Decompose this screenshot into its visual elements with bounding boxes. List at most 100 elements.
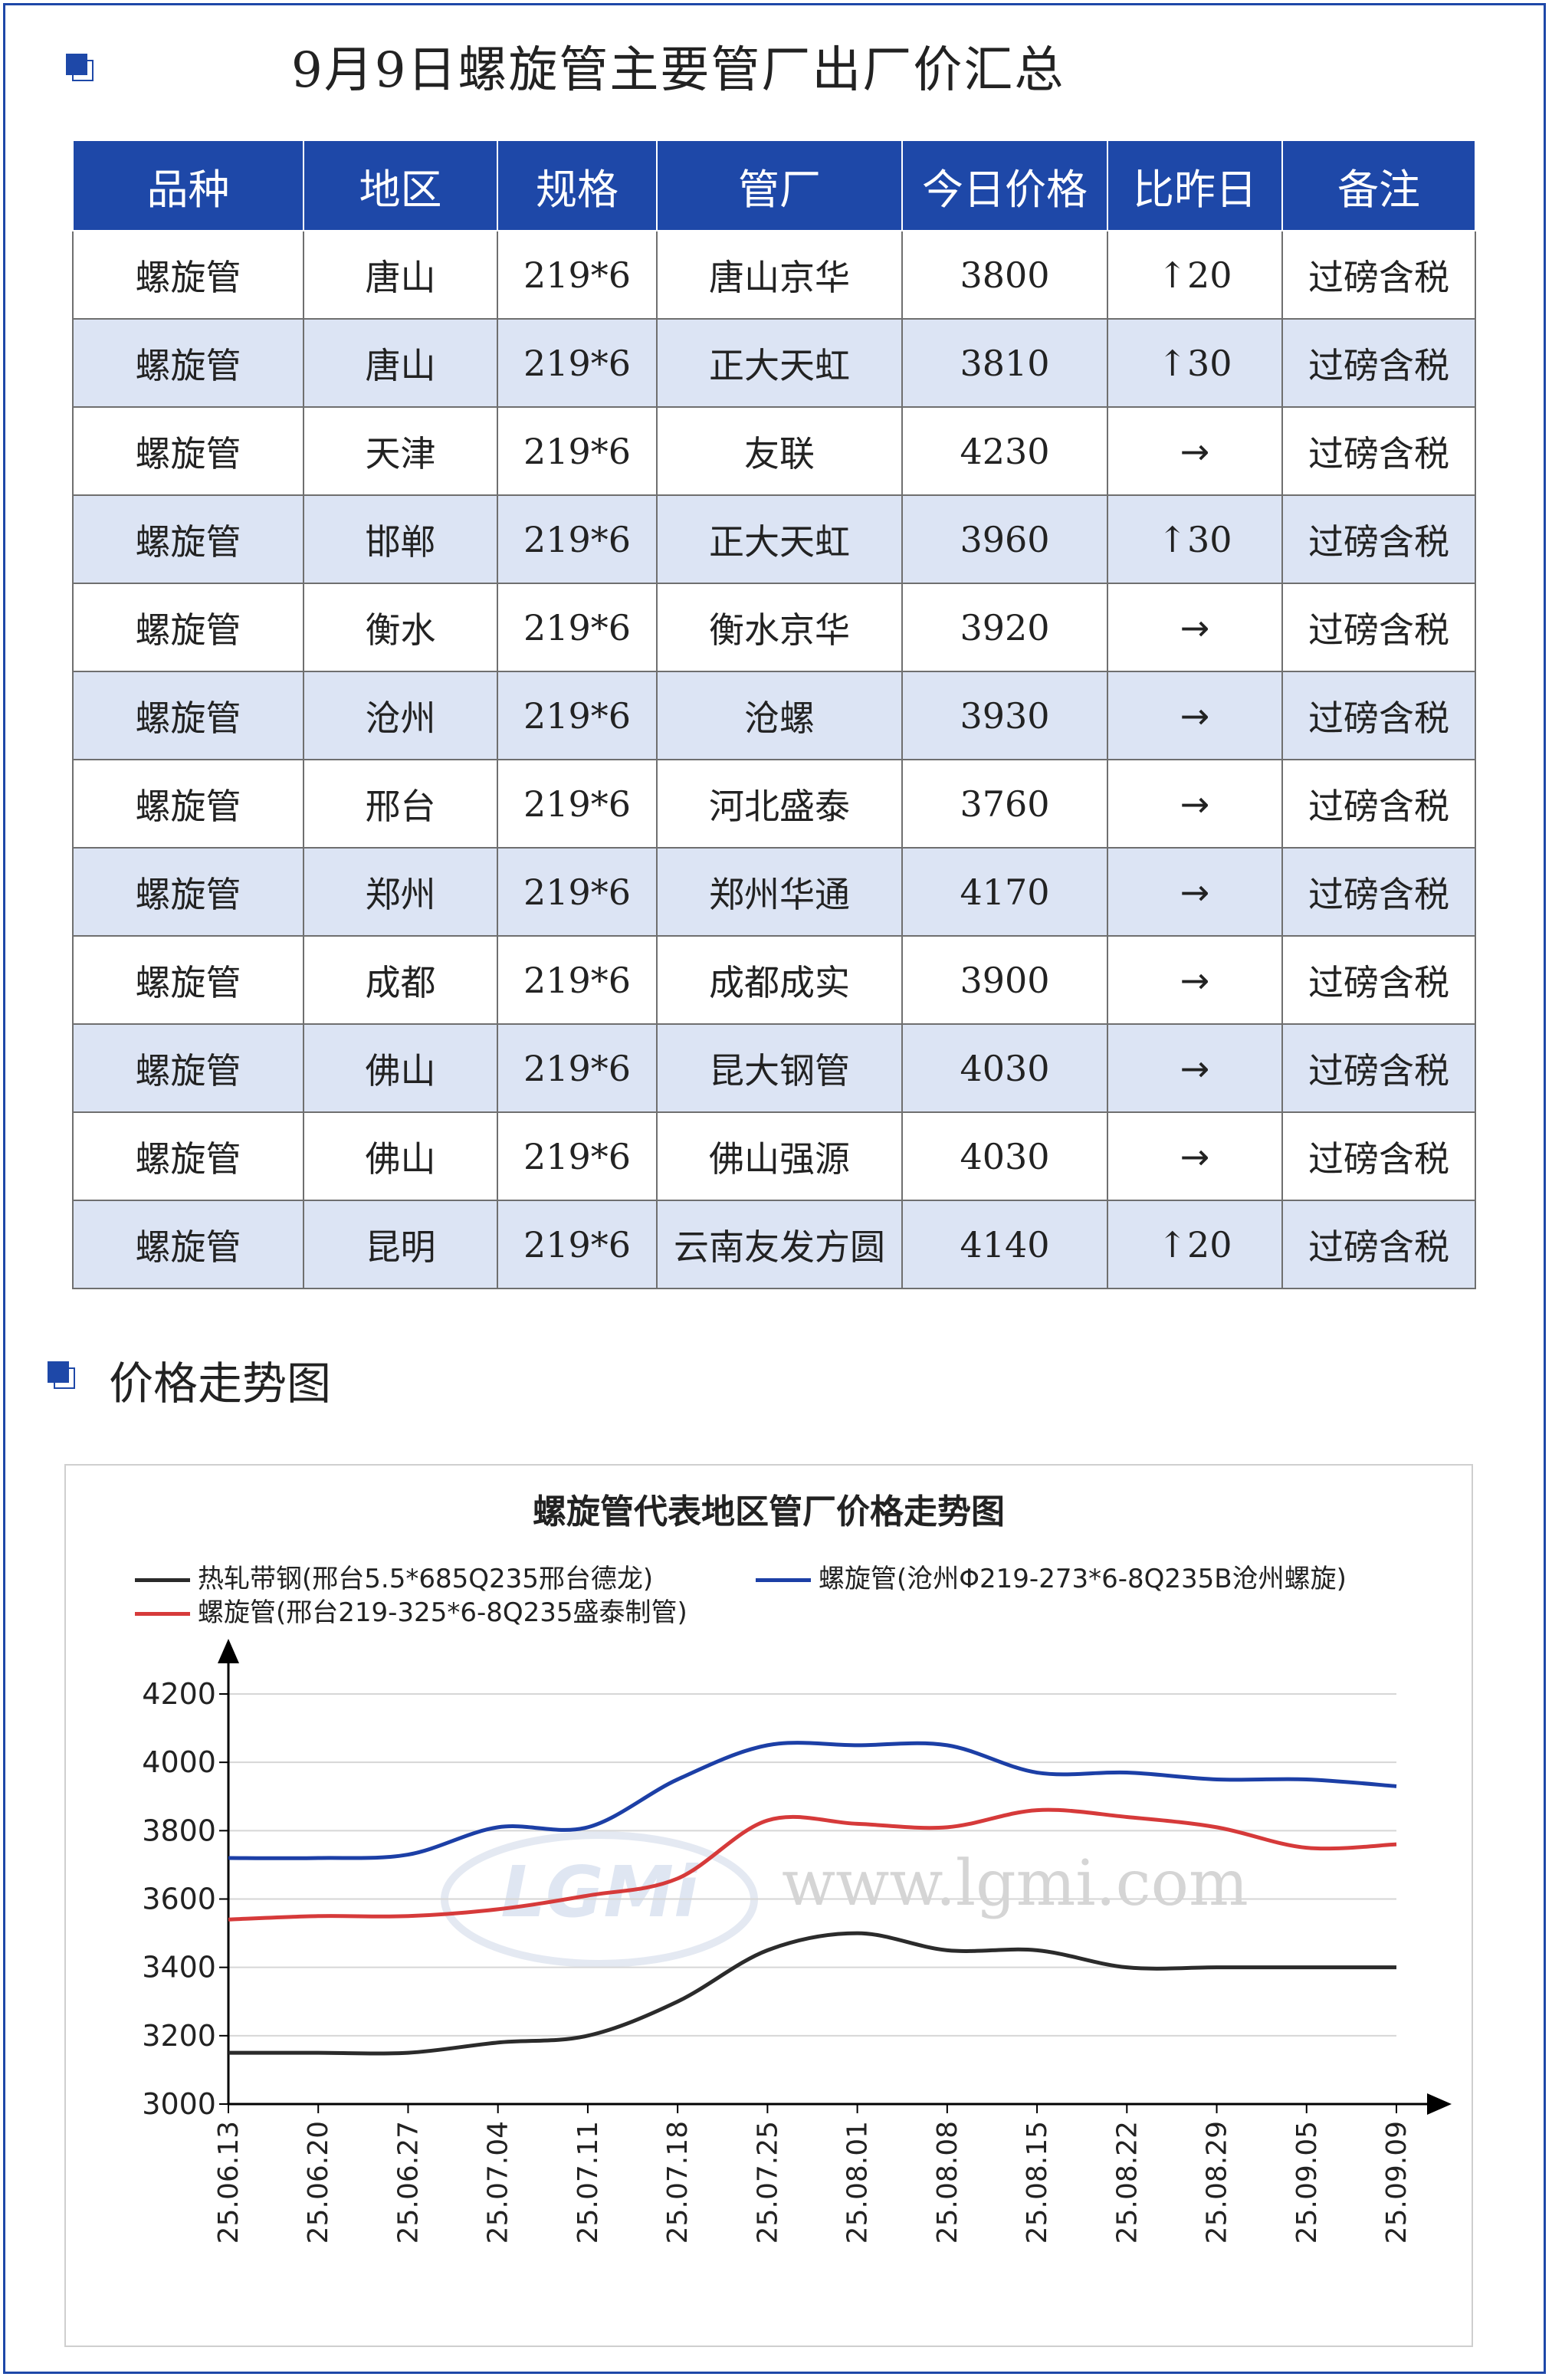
cell-spec: 219*6 bbox=[497, 1111, 658, 1201]
y-tick-label: 3000 bbox=[142, 2087, 216, 2121]
cell-product: 螺旋管 bbox=[72, 671, 304, 760]
cell-region: 佛山 bbox=[303, 1111, 498, 1201]
cell-region: 衡水 bbox=[303, 583, 498, 672]
cell-mill: 沧螺 bbox=[656, 671, 903, 760]
legend-label: 螺旋管(沧州Φ219-273*6-8Q235B沧州螺旋) bbox=[819, 1564, 1347, 1594]
cell-note: 过磅含税 bbox=[1281, 935, 1476, 1025]
section-square-icon bbox=[48, 1361, 75, 1389]
cell-product: 螺旋管 bbox=[72, 935, 304, 1025]
table-row: 螺旋管 成都 219*6 成都成实 3900 → 过磅含税 bbox=[72, 935, 1476, 1025]
cell-mill: 唐山京华 bbox=[656, 230, 903, 320]
table-row: 螺旋管 衡水 219*6 衡水京华 3920 → 过磅含税 bbox=[72, 583, 1476, 672]
table-row: 螺旋管 昆明 219*6 云南友发方圆 4140 ↑20 过磅含税 bbox=[72, 1200, 1476, 1289]
legend-swatch-red bbox=[135, 1612, 190, 1616]
cell-note: 过磅含税 bbox=[1281, 759, 1476, 849]
chart-panel: 螺旋管代表地区管厂价格走势图 热轧带钢(邢台5.5*685Q235邢台德龙) 螺… bbox=[64, 1464, 1473, 2347]
cell-spec: 219*6 bbox=[497, 583, 658, 672]
cell-change: → bbox=[1107, 759, 1283, 849]
x-tick-label: 25.08.01 bbox=[842, 2121, 874, 2244]
cell-change: ↑30 bbox=[1107, 494, 1283, 584]
cell-region: 唐山 bbox=[303, 318, 498, 408]
x-tick-label: 25.07.11 bbox=[573, 2121, 604, 2244]
x-tick-label: 25.08.08 bbox=[932, 2121, 963, 2244]
cell-mill: 友联 bbox=[656, 406, 903, 496]
cell-price: 4230 bbox=[901, 406, 1108, 496]
legend-item-xingtai: 螺旋管(邢台219-325*6-8Q235盛泰制管) bbox=[135, 1591, 687, 1629]
cell-mill: 昆大钢管 bbox=[656, 1023, 903, 1113]
cell-product: 螺旋管 bbox=[72, 406, 304, 496]
cell-spec: 219*6 bbox=[497, 406, 658, 496]
page-title: 9月9日螺旋管主要管厂出厂价汇总 bbox=[291, 42, 1065, 99]
cell-price: 4140 bbox=[901, 1200, 1108, 1289]
cell-product: 螺旋管 bbox=[72, 1023, 304, 1113]
cell-product: 螺旋管 bbox=[72, 759, 304, 849]
cell-change: → bbox=[1107, 406, 1283, 496]
cell-product: 螺旋管 bbox=[72, 847, 304, 937]
cell-region: 郑州 bbox=[303, 847, 498, 937]
cell-note: 过磅含税 bbox=[1281, 1200, 1476, 1289]
cell-spec: 219*6 bbox=[497, 847, 658, 937]
cell-price: 3930 bbox=[901, 671, 1108, 760]
cell-change: ↑20 bbox=[1107, 1200, 1283, 1289]
cell-product: 螺旋管 bbox=[72, 1200, 304, 1289]
header-product: 品种 bbox=[72, 141, 304, 231]
y-tick-label: 3400 bbox=[142, 1951, 216, 1984]
cell-price: 3800 bbox=[901, 230, 1108, 320]
cell-note: 过磅含税 bbox=[1281, 494, 1476, 584]
cell-change: → bbox=[1107, 1111, 1283, 1201]
table-row: 螺旋管 佛山 219*6 昆大钢管 4030 → 过磅含税 bbox=[72, 1023, 1476, 1113]
cell-mill: 河北盛泰 bbox=[656, 759, 903, 849]
series-line-1 bbox=[228, 1741, 1397, 1860]
cell-change: ↑20 bbox=[1107, 230, 1283, 320]
cell-price: 4030 bbox=[901, 1023, 1108, 1113]
x-tick-label: 25.06.13 bbox=[213, 2121, 244, 2244]
cell-mill: 郑州华通 bbox=[656, 847, 903, 937]
cell-price: 3810 bbox=[901, 318, 1108, 408]
cell-note: 过磅含税 bbox=[1281, 847, 1476, 937]
cell-product: 螺旋管 bbox=[72, 318, 304, 408]
y-tick-label: 3200 bbox=[142, 2019, 216, 2053]
cell-spec: 219*6 bbox=[497, 935, 658, 1025]
url-watermark: www.lgmi.com bbox=[782, 1847, 1248, 1920]
y-tick-label: 4200 bbox=[142, 1677, 216, 1711]
cell-price: 3920 bbox=[901, 583, 1108, 672]
cell-region: 唐山 bbox=[303, 230, 498, 320]
cell-mill: 云南友发方圆 bbox=[656, 1200, 903, 1289]
x-tick-label: 25.08.29 bbox=[1202, 2121, 1233, 2244]
header-price: 今日价格 bbox=[901, 141, 1108, 231]
x-tick-label: 25.06.20 bbox=[303, 2121, 334, 2244]
cell-change: → bbox=[1107, 935, 1283, 1025]
cell-region: 佛山 bbox=[303, 1023, 498, 1113]
cell-region: 邢台 bbox=[303, 759, 498, 849]
table-row: 螺旋管 唐山 219*6 唐山京华 3800 ↑20 过磅含税 bbox=[72, 230, 1476, 320]
cell-region: 成都 bbox=[303, 935, 498, 1025]
x-tick-label: 25.07.18 bbox=[662, 2121, 694, 2244]
cell-price: 3760 bbox=[901, 759, 1108, 849]
cell-spec: 219*6 bbox=[497, 671, 658, 760]
cell-region: 天津 bbox=[303, 406, 498, 496]
series-line-0 bbox=[228, 1931, 1396, 2056]
cell-change: → bbox=[1107, 847, 1283, 937]
cell-change: → bbox=[1107, 583, 1283, 672]
cell-spec: 219*6 bbox=[497, 318, 658, 408]
y-tick-label: 3800 bbox=[142, 1814, 216, 1847]
cell-product: 螺旋管 bbox=[72, 1111, 304, 1201]
legend-swatch-black bbox=[135, 1578, 190, 1582]
cell-mill: 正大天虹 bbox=[656, 318, 903, 408]
cell-note: 过磅含税 bbox=[1281, 406, 1476, 496]
legend-swatch-blue bbox=[756, 1578, 811, 1582]
cell-mill: 佛山强源 bbox=[656, 1111, 903, 1201]
price-table: 品种 地区 规格 管厂 今日价格 比昨日 备注 螺旋管 唐山 219*6 唐山京华 38… bbox=[72, 141, 1476, 1289]
cell-spec: 219*6 bbox=[497, 494, 658, 584]
header-spec: 规格 bbox=[497, 141, 658, 231]
legend-label: 螺旋管(邢台219-325*6-8Q235盛泰制管) bbox=[198, 1597, 687, 1628]
cell-spec: 219*6 bbox=[497, 1200, 658, 1289]
table-row: 螺旋管 邢台 219*6 河北盛泰 3760 → 过磅含税 bbox=[72, 759, 1476, 849]
table-row: 螺旋管 郑州 219*6 郑州华通 4170 → 过磅含税 bbox=[72, 847, 1476, 937]
table-row: 螺旋管 佛山 219*6 佛山强源 4030 → 过磅含税 bbox=[72, 1111, 1476, 1201]
cell-mill: 衡水京华 bbox=[656, 583, 903, 672]
cell-spec: 219*6 bbox=[497, 1023, 658, 1113]
y-tick-label: 4000 bbox=[142, 1745, 216, 1779]
cell-note: 过磅含税 bbox=[1281, 1023, 1476, 1113]
